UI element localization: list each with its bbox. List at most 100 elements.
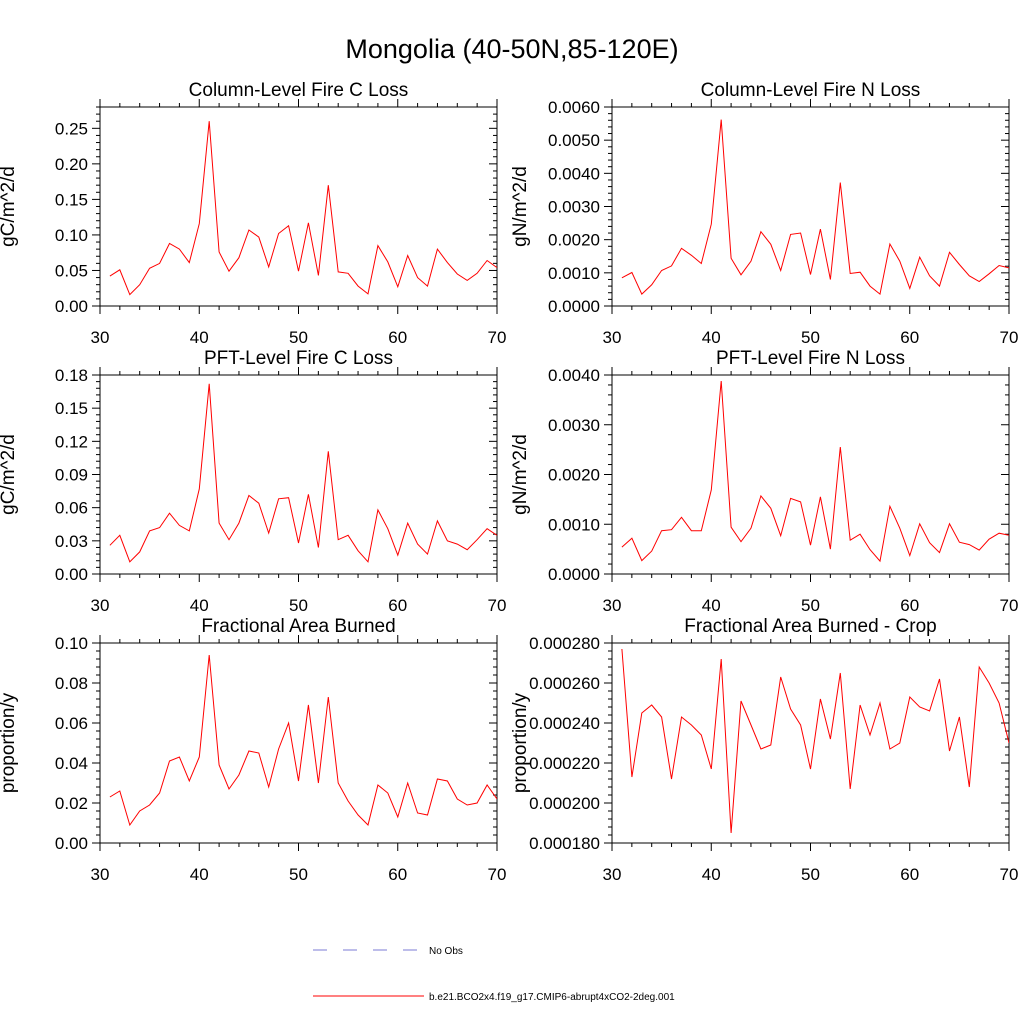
- x-tick-label: 40: [190, 865, 209, 884]
- y-tick-label: 0.0040: [548, 164, 600, 183]
- series-line: [109, 654, 497, 827]
- y-tick-label: 0.00: [55, 297, 88, 316]
- panel-pft-fire-n-loss: PFT-Level Fire N Loss 30 40 50 60 70 0.0000 0.0…: [510, 348, 1018, 615]
- panel-pft-fire-c-loss: PFT-Level Fire C Loss 30 40 50 60 70 0.00 0.03 0…: [0, 348, 506, 615]
- y-tick-label: 0.08: [55, 674, 88, 693]
- legend: No Obs b.e21.BCO2x4.f19_g17.CMIP6-abrupt…: [313, 946, 675, 1003]
- panel-title: Column-Level Fire N Loss: [701, 80, 921, 101]
- y-tick-label: 0.12: [55, 432, 88, 451]
- y-tick-label: 0.000240: [529, 714, 600, 733]
- panel-column-fire-c-loss: Column-Level Fire C Loss 30 40 50 60 70 0.00 0.…: [0, 80, 506, 347]
- plot-frame: [99, 642, 498, 844]
- y-axis-label: proportion/y: [510, 692, 531, 793]
- panel-title: PFT-Level Fire C Loss: [204, 348, 393, 369]
- x-tick-label: 40: [190, 596, 209, 615]
- x-tick-label: 50: [289, 865, 308, 884]
- y-tick-label: 0.00: [55, 565, 88, 584]
- x-tick-label: 30: [603, 596, 622, 615]
- y-tick-label: 0.00: [55, 834, 88, 853]
- legend-model-label: b.e21.BCO2x4.f19_g17.CMIP6-abrupt4xCO2-2…: [429, 992, 675, 1003]
- y-tick-label: 0.25: [55, 119, 88, 138]
- plot-frame: [99, 106, 498, 307]
- panel-title: PFT-Level Fire N Loss: [716, 348, 905, 369]
- panel-column-fire-n-loss: Column-Level Fire N Loss 30 40 50 60 70 0.0000…: [510, 80, 1018, 347]
- y-tick-label: 0.20: [55, 155, 88, 174]
- panel-title: Fractional Area Burned - Crop: [684, 616, 936, 637]
- x-tick-label: 30: [603, 328, 622, 347]
- plot-frame: [99, 374, 498, 575]
- x-tick-label: 30: [91, 865, 110, 884]
- y-tick-label: 0.0010: [548, 264, 600, 283]
- y-tick-label: 0.09: [55, 466, 88, 485]
- panel-title: Fractional Area Burned: [201, 616, 395, 637]
- x-tick-label: 30: [603, 865, 622, 884]
- y-tick-label: 0.0060: [548, 98, 600, 117]
- series-line: [621, 119, 1009, 296]
- x-tick-label: 40: [702, 596, 721, 615]
- y-axis-label: gC/m^2/d: [0, 166, 19, 247]
- x-tick-label: 30: [91, 596, 110, 615]
- x-tick-label: 50: [801, 328, 820, 347]
- figure-title: Mongolia (40-50N,85-120E): [345, 34, 678, 64]
- x-tick-label: 30: [91, 328, 110, 347]
- y-tick-label: 0.0050: [548, 131, 600, 150]
- y-tick-label: 0.000200: [529, 794, 600, 813]
- y-tick-label: 0.0030: [548, 198, 600, 217]
- series-line: [109, 383, 497, 563]
- y-tick-label: 0.06: [55, 499, 88, 518]
- x-tick-label: 60: [900, 596, 919, 615]
- y-tick-label: 0.15: [55, 399, 88, 418]
- x-tick-label: 50: [289, 596, 308, 615]
- x-tick-label: 40: [702, 865, 721, 884]
- x-tick-label: 70: [488, 328, 507, 347]
- y-tick-label: 0.15: [55, 190, 88, 209]
- y-tick-label: 0.05: [55, 261, 88, 280]
- y-tick-label: 0.04: [55, 754, 88, 773]
- x-tick-label: 60: [900, 865, 919, 884]
- y-tick-label: 0.0040: [548, 366, 600, 385]
- y-tick-label: 0.06: [55, 714, 88, 733]
- y-axis-label: gC/m^2/d: [0, 434, 19, 515]
- x-tick-label: 60: [388, 865, 407, 884]
- y-tick-label: 0.000260: [529, 674, 600, 693]
- panel-title: Column-Level Fire C Loss: [189, 80, 409, 101]
- y-tick-label: 0.000220: [529, 754, 600, 773]
- x-tick-label: 70: [488, 865, 507, 884]
- y-tick-label: 0.03: [55, 532, 88, 551]
- x-tick-label: 50: [801, 596, 820, 615]
- x-tick-label: 70: [488, 596, 507, 615]
- panel-fractional-area-burned: Fractional Area Burned 30 40 50 60 70 0.00 0.02…: [0, 616, 506, 884]
- y-tick-label: 0.0020: [548, 466, 600, 485]
- y-tick-label: 0.0010: [548, 515, 600, 534]
- y-axis-label: gN/m^2/d: [510, 434, 531, 515]
- y-axis-label: proportion/y: [0, 692, 19, 793]
- x-tick-label: 60: [900, 328, 919, 347]
- plot-frame: [611, 642, 1010, 844]
- y-tick-label: 0.0000: [548, 297, 600, 316]
- x-tick-label: 50: [289, 328, 308, 347]
- y-axis-label: gN/m^2/d: [510, 166, 531, 247]
- panel-fractional-area-burned-crop: Fractional Area Burned - Crop 30 40 50 60 70 0…: [510, 616, 1018, 884]
- plot-frame: [611, 106, 1010, 307]
- y-tick-label: 0.0030: [548, 416, 600, 435]
- y-tick-label: 0.000280: [529, 634, 600, 653]
- x-tick-label: 70: [1000, 328, 1019, 347]
- x-tick-label: 50: [801, 865, 820, 884]
- series-line: [621, 380, 1009, 563]
- y-tick-label: 0.18: [55, 366, 88, 385]
- series-line: [621, 648, 1009, 834]
- x-tick-label: 60: [388, 596, 407, 615]
- y-tick-label: 0.0020: [548, 231, 600, 250]
- x-tick-label: 40: [190, 328, 209, 347]
- y-tick-label: 0.0000: [548, 565, 600, 584]
- y-tick-label: 0.10: [55, 634, 88, 653]
- y-tick-label: 0.10: [55, 226, 88, 245]
- series-line: [109, 121, 497, 296]
- x-tick-label: 70: [1000, 596, 1019, 615]
- y-tick-label: 0.02: [55, 794, 88, 813]
- x-tick-label: 70: [1000, 865, 1019, 884]
- legend-obs-label: No Obs: [429, 946, 463, 957]
- y-tick-label: 0.000180: [529, 834, 600, 853]
- x-tick-label: 40: [702, 328, 721, 347]
